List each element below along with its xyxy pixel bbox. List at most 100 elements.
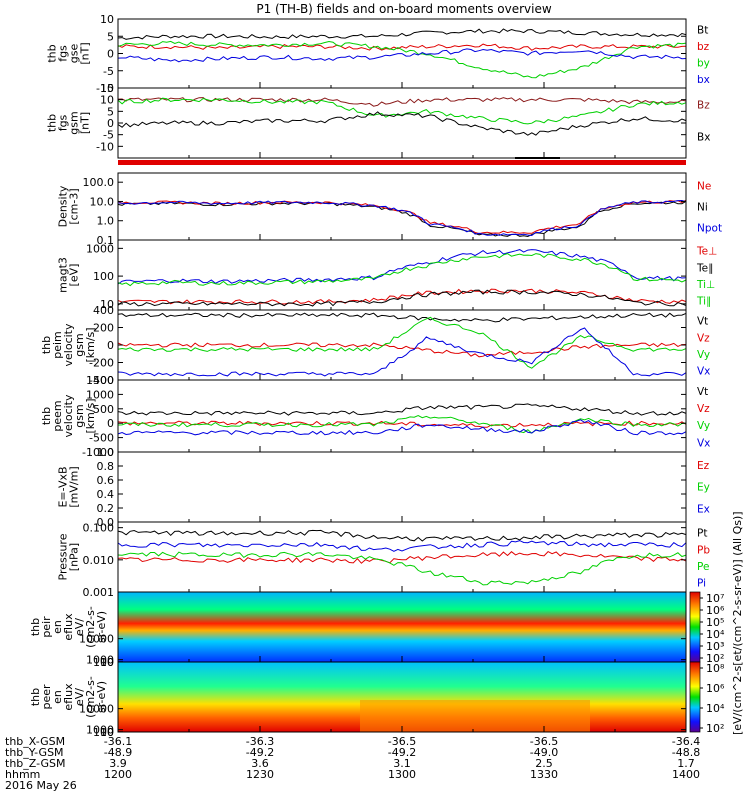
y-tick-label: -5: [103, 65, 114, 78]
y-axis-label: peir: [40, 616, 53, 638]
ephemeris-value-x: -36.5: [388, 735, 416, 748]
y-tick-label: 0.1: [97, 234, 115, 247]
y-tick-label: 0.2: [97, 502, 115, 515]
y-tick-label: 100: [93, 270, 114, 283]
legend-pi: Pi: [697, 578, 706, 590]
ephemeris-value-x: -36.5: [530, 735, 558, 748]
ephemeris-value-z: 2.5: [535, 757, 553, 770]
ephemeris-value-y: -49.2: [246, 746, 274, 759]
y-tick-label: 1000: [86, 388, 114, 401]
series-peem-vx: [117, 419, 687, 436]
y-tick-label: 400: [93, 304, 114, 317]
y-axis-label: thb: [40, 407, 53, 425]
colorbar-tick-label: 10⁴: [706, 628, 725, 641]
panel-efield: 1.00.80.60.40.20.0 E=-VxB[mV/m] Ez Ey Ex: [57, 446, 710, 529]
y-axis-label: Density: [57, 185, 70, 227]
legend-vz: Vz: [697, 403, 710, 415]
panel-frame: [117, 521, 687, 593]
y-tick-label: 10: [100, 726, 114, 739]
y-axis-label: eV/: [73, 688, 86, 706]
y-tick-label: 1.0: [97, 446, 115, 459]
series-pressure-pe: [117, 551, 687, 586]
ephemeris-value-y: -48.8: [672, 746, 700, 759]
legend-bx: bx: [697, 74, 710, 86]
peer-burst-region: [360, 700, 590, 732]
ephemeris-date: 2016 May 26: [5, 779, 77, 792]
y-tick-label: 0.100: [83, 522, 115, 535]
y-tick-label: 10000: [79, 633, 114, 646]
panel-pressure: 0.100 0.010 0.001 Pressure[nPa] Pt Pb Pe Pi: [57, 521, 710, 599]
y-tick-label: 10: [100, 656, 114, 669]
series-peim-vz: [117, 342, 687, 358]
legend-ne: Ne: [697, 180, 711, 192]
y-axis-label: [km/s]: [84, 398, 97, 433]
ephemeris-value-z: 3.1: [393, 757, 411, 770]
panel-frame: [117, 451, 687, 523]
y-axis-label: eflux: [62, 683, 75, 711]
legend-vy: Vy: [697, 420, 710, 432]
ephemeris-label-hhmm: hhmm: [5, 768, 40, 781]
colorbar-tick-label: 10⁴: [706, 702, 725, 715]
y-axis-label: [eV]: [68, 264, 81, 287]
y-axis-label: sr-eV): [95, 681, 108, 713]
legend-npot: Npot: [697, 222, 722, 234]
legend-ti∥: Ti∥: [696, 296, 711, 308]
legend-ez: Ez: [697, 460, 710, 472]
y-tick-label: 1000: [86, 724, 114, 737]
y-axis-label: en: [51, 620, 64, 634]
y-tick-label: 0: [107, 48, 114, 61]
y-axis-label: peer: [40, 684, 53, 710]
ephemeris-value-x: -36.3: [246, 735, 274, 748]
y-axis-label: [mV/m]: [68, 466, 81, 507]
panel-density: 100.0 10.0 1.0 0.1 Density[cm-3] Ne Ni Npot: [57, 172, 722, 247]
colorbar-tick-label: 10³: [706, 640, 724, 653]
panel-frame: [117, 172, 687, 241]
y-axis-label: sr-eV): [95, 611, 108, 643]
y-axis-label: gsm: [68, 111, 81, 134]
colorbar-tick-label: 10⁷: [706, 592, 724, 605]
y-axis-label: [nT]: [79, 112, 92, 134]
y-tick-label: 100: [93, 726, 114, 739]
panel-frame: [117, 379, 687, 453]
y-axis-label: velocity: [62, 394, 75, 437]
series-temp-ti-green: [117, 253, 687, 287]
series-fgs_gsm-by: [117, 97, 687, 125]
series-fgs_gse-bx: [117, 48, 687, 63]
y-axis-label: thb: [46, 44, 59, 62]
colorbar-tick-label: 10⁶: [706, 604, 725, 617]
legend-bt: Bt: [697, 25, 708, 37]
y-axis-label: gsm: [73, 333, 86, 356]
legend-vy: Vy: [697, 349, 710, 361]
legend-bz: bz: [697, 41, 710, 53]
ephemeris-label-thb_x-gsm: thb_X-GSM: [5, 735, 65, 748]
series-pressure-pb: [117, 550, 687, 564]
y-tick-label: 100.0: [83, 176, 115, 189]
y-axis-label: thb: [29, 618, 42, 636]
series-fgs_gse-bz: [117, 43, 687, 51]
ephemeris-value-y: -48.9: [104, 746, 132, 759]
y-tick-label: 0: [107, 339, 114, 352]
y-tick-label: 0: [107, 117, 114, 130]
ephemeris-value-t: 1330: [530, 768, 558, 781]
colorbar-label: [eV/(cm^2-s[et/(cm^2-s-sr-eV)] (All Qs)]: [731, 511, 744, 735]
legend-ey: Ey: [697, 482, 710, 494]
ephemeris-value-x: -36.4: [672, 735, 700, 748]
legend-te∥: Te∥: [696, 262, 713, 274]
y-tick-label: 500: [93, 403, 114, 416]
data-quality-bar: [118, 160, 686, 165]
y-tick-label: 10000: [79, 703, 114, 716]
series-density-ni: [117, 200, 687, 238]
series-fgs_gse-bt: [117, 28, 687, 40]
peir-spectrogram: [118, 592, 686, 662]
y-axis-label: fgs: [57, 45, 70, 62]
colorbar-tick-label: 10⁸: [706, 662, 725, 675]
legend-ex: Ex: [697, 504, 710, 516]
legend-vt: Vt: [697, 316, 708, 328]
y-tick-label: -400: [89, 374, 114, 387]
legend-vx: Vx: [697, 366, 710, 378]
series-pressure-pi: [117, 540, 687, 552]
ephemeris-value-z: 3.9: [109, 757, 127, 770]
